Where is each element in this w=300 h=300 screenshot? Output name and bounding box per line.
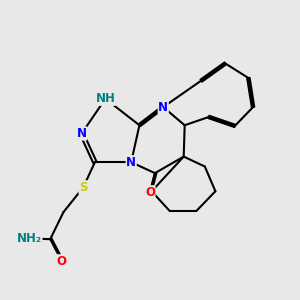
Text: NH: NH	[95, 92, 116, 105]
Text: O: O	[57, 255, 67, 268]
Text: NH₂: NH₂	[17, 232, 42, 245]
Text: N: N	[126, 156, 136, 169]
Text: O: O	[145, 186, 155, 199]
Text: S: S	[79, 181, 88, 194]
Text: N: N	[158, 100, 168, 114]
Text: N: N	[76, 127, 87, 140]
